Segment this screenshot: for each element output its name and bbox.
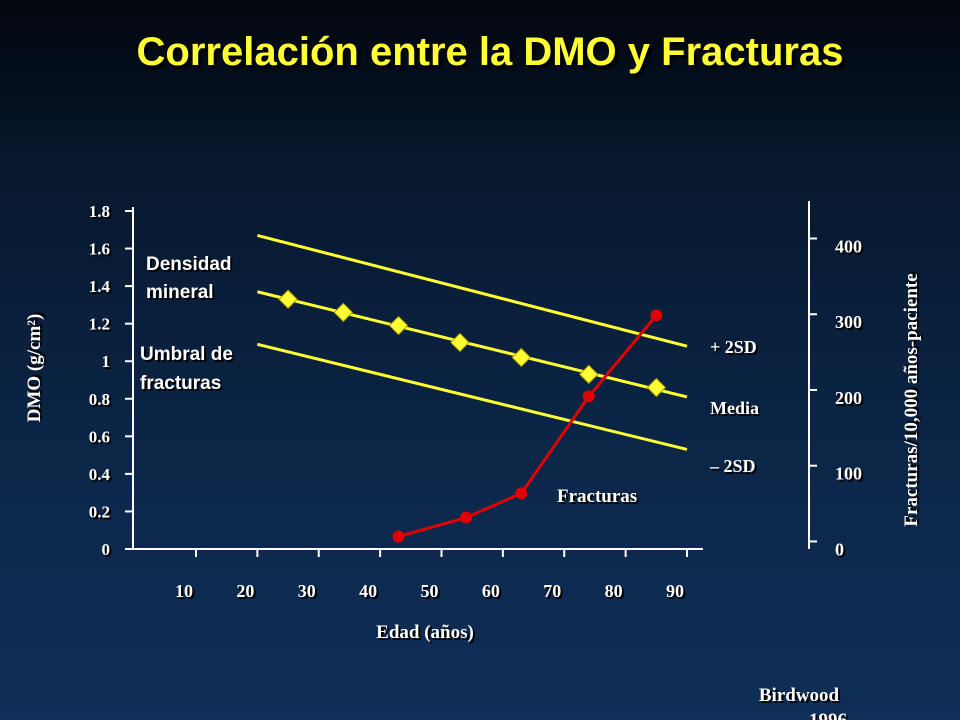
x-tick-label: 10 [175, 581, 193, 601]
data-point-marker [388, 315, 409, 336]
y-left-tick-label: 0 [102, 540, 111, 559]
data-point-marker [511, 347, 531, 368]
y-left-tick-label: 1 [102, 352, 111, 371]
annotation-densidad: Densidad [146, 254, 232, 275]
y-left-tick-label: 0.2 [89, 502, 110, 521]
citation-year: 1996 [809, 710, 847, 720]
fracture-point [515, 487, 528, 500]
y-right-tick-label: 300 [835, 312, 862, 332]
x-tick-label: 60 [482, 581, 500, 601]
label-minus-2sd: – 2SD [709, 456, 756, 476]
x-tick-label: 90 [666, 581, 684, 601]
fracture-point [650, 309, 663, 322]
annotation-densidad: mineral [146, 282, 214, 303]
label-plus-2sd: + 2SD [710, 337, 757, 357]
data-point-marker [579, 364, 599, 385]
y-left-tick-label: 1.6 [89, 240, 110, 259]
y-right-tick-label: 0 [835, 539, 844, 559]
y-left-tick-label: 1.2 [89, 315, 110, 334]
annotation-umbral: Umbral de [140, 344, 233, 365]
annotation-umbral: fracturas [140, 373, 221, 394]
x-tick-label: 40 [359, 581, 377, 601]
y-left-tick-label: 0.8 [89, 390, 110, 409]
data-point-marker [646, 377, 667, 398]
series-line [257, 290, 688, 399]
y-left-tick-label: 0.4 [89, 465, 111, 484]
y-left-tick-label: 1.4 [89, 277, 111, 296]
data-point-marker [450, 332, 470, 353]
y-left-tick-label: 0.6 [89, 427, 110, 446]
fracture-point [582, 390, 595, 403]
fracture-point [460, 511, 473, 524]
x-tick-label: 70 [543, 581, 561, 601]
citation: Birdwood [759, 685, 840, 706]
y-left-axis-label: DMO (g/cm²) [24, 314, 45, 423]
y-right-tick-label: 400 [835, 237, 862, 257]
series-line [257, 233, 688, 348]
y-left-tick-label: 1.8 [89, 202, 110, 221]
y-right-tick-label: 100 [835, 464, 862, 484]
x-tick-label: 20 [236, 581, 254, 601]
annotation-fracturas: Fracturas [557, 486, 637, 507]
chart-title: Correlación entre la DMO y Fracturas [136, 30, 844, 74]
y-right-tick-label: 200 [835, 388, 862, 408]
label-media: Media [710, 398, 759, 418]
x-axis-label: Edad (años) [376, 622, 474, 643]
data-point-marker [278, 289, 298, 309]
x-tick-label: 50 [421, 581, 439, 601]
x-tick-label: 30 [298, 581, 316, 601]
x-tick-label: 80 [605, 581, 623, 601]
series-line [257, 342, 688, 451]
data-point-marker [333, 302, 354, 323]
fracture-point [392, 530, 405, 543]
y-right-axis-label: Fracturas/10,000 años-paciente [901, 273, 922, 526]
